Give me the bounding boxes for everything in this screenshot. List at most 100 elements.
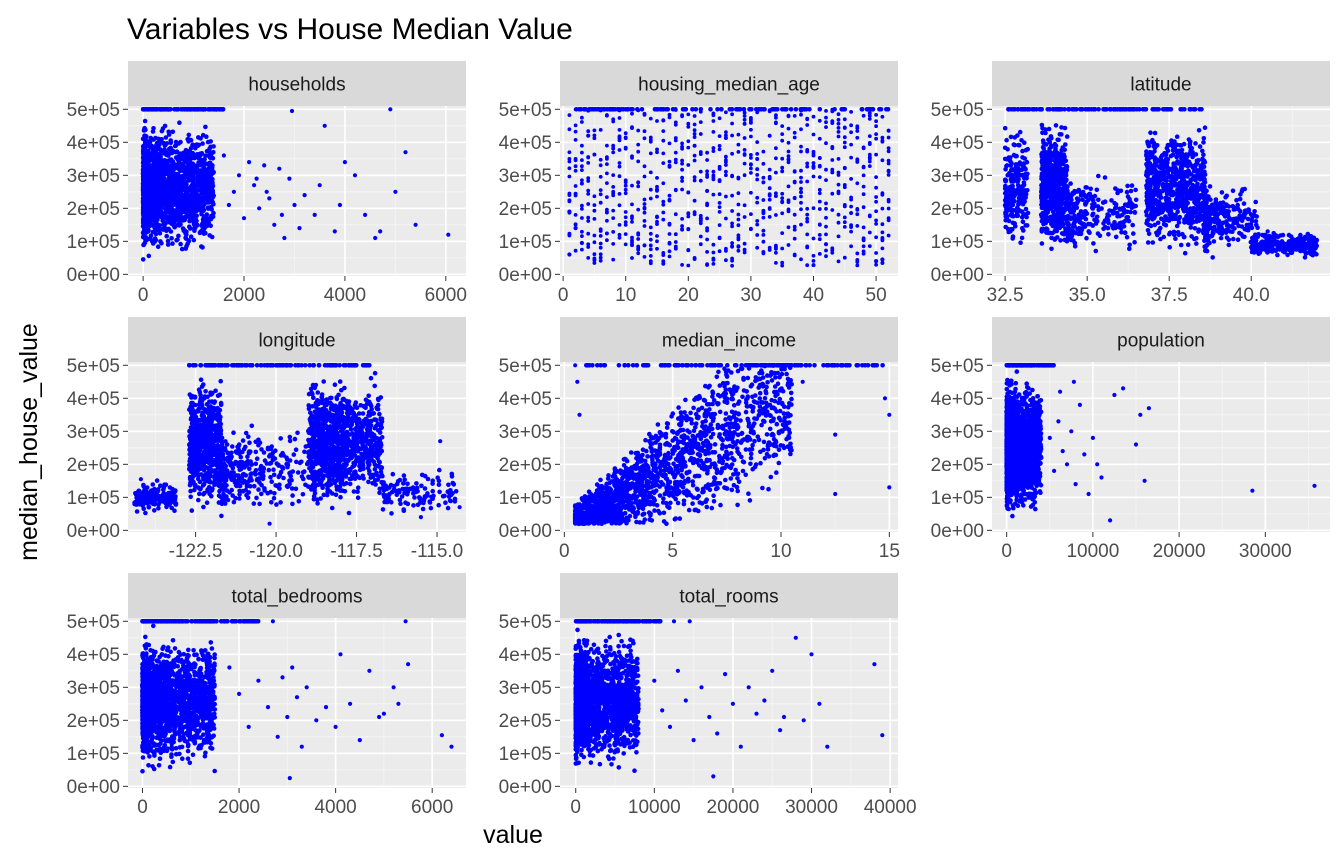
data-point <box>774 156 778 161</box>
data-point <box>661 107 666 112</box>
data-point <box>1094 187 1100 193</box>
data-point <box>636 207 641 212</box>
data-point <box>1003 204 1009 209</box>
data-point <box>636 231 641 236</box>
data-point <box>755 177 760 182</box>
data-point <box>686 190 691 195</box>
data-point <box>717 236 722 241</box>
data-point <box>598 157 603 162</box>
data-point <box>698 132 703 136</box>
data-point <box>292 202 297 208</box>
data-point <box>724 173 728 178</box>
data-point <box>874 136 878 141</box>
data-point <box>780 124 785 128</box>
data-point <box>683 107 688 112</box>
data-point <box>842 145 847 150</box>
data-point <box>279 212 284 217</box>
data-point <box>692 257 697 261</box>
data-point <box>861 225 866 230</box>
data-point <box>1048 153 1054 159</box>
data-point <box>142 168 148 173</box>
data-point <box>1119 229 1124 235</box>
facet-strip-label: households <box>248 75 345 96</box>
data-point <box>836 157 841 161</box>
data-point <box>648 196 653 201</box>
data-point <box>724 216 728 221</box>
data-point <box>799 149 803 154</box>
data-point <box>805 245 810 250</box>
data-point <box>799 144 803 149</box>
data-point <box>811 114 816 119</box>
data-point <box>156 173 161 179</box>
data-point <box>1190 154 1195 160</box>
data-point <box>1021 198 1026 203</box>
data-point <box>741 107 747 112</box>
data-point <box>817 163 822 168</box>
x-tick-label: 30 <box>740 285 761 306</box>
data-point <box>617 164 622 169</box>
data-point <box>698 234 703 239</box>
data-point <box>1145 207 1150 212</box>
data-point <box>257 206 262 211</box>
data-point <box>717 147 722 152</box>
data-point <box>363 212 368 217</box>
data-point <box>749 127 753 132</box>
data-point <box>574 107 579 112</box>
data-point <box>1129 183 1135 188</box>
x-tick-label: 6000 <box>425 285 467 306</box>
data-point <box>141 223 146 228</box>
data-point <box>1073 204 1078 209</box>
data-point <box>579 240 585 246</box>
data-point <box>592 240 597 245</box>
data-point <box>1124 189 1130 195</box>
data-point <box>573 138 578 142</box>
data-point <box>705 158 709 162</box>
data-point <box>630 256 634 260</box>
data-point <box>181 176 186 182</box>
data-point <box>1166 143 1171 148</box>
data-point <box>140 147 146 153</box>
data-point <box>705 228 709 233</box>
data-point <box>686 121 691 126</box>
data-point <box>736 244 741 249</box>
data-point <box>1064 134 1070 139</box>
data-point <box>630 111 634 116</box>
data-point <box>143 142 148 148</box>
data-point <box>1157 170 1163 175</box>
data-point <box>166 172 172 178</box>
data-point <box>811 206 816 211</box>
data-point <box>799 112 803 117</box>
data-point <box>1190 219 1196 225</box>
data-point <box>1043 127 1048 132</box>
data-point <box>680 187 684 192</box>
data-point <box>1111 226 1116 231</box>
data-point <box>252 183 257 188</box>
data-point <box>711 130 716 134</box>
data-point <box>661 118 666 123</box>
data-point <box>586 107 592 112</box>
data-point <box>874 262 878 267</box>
data-point <box>624 107 629 112</box>
data-point <box>1193 141 1198 146</box>
data-point <box>730 224 734 229</box>
data-point <box>312 212 317 217</box>
data-point <box>799 168 803 173</box>
data-point <box>811 259 816 263</box>
data-point <box>236 173 242 178</box>
data-point <box>867 142 872 147</box>
y-tick-label: 1e+05 <box>931 232 984 253</box>
data-point <box>1185 242 1191 247</box>
data-point <box>742 247 747 252</box>
data-point <box>673 240 678 244</box>
data-point <box>724 136 728 141</box>
data-point <box>855 212 860 217</box>
data-point <box>165 107 171 112</box>
data-point <box>1088 186 1093 192</box>
data-point <box>1018 208 1023 214</box>
data-point <box>140 257 146 262</box>
data-point <box>774 146 778 151</box>
data-point <box>667 197 672 202</box>
data-point <box>194 192 199 198</box>
data-point <box>1121 224 1127 229</box>
data-point <box>749 190 753 195</box>
